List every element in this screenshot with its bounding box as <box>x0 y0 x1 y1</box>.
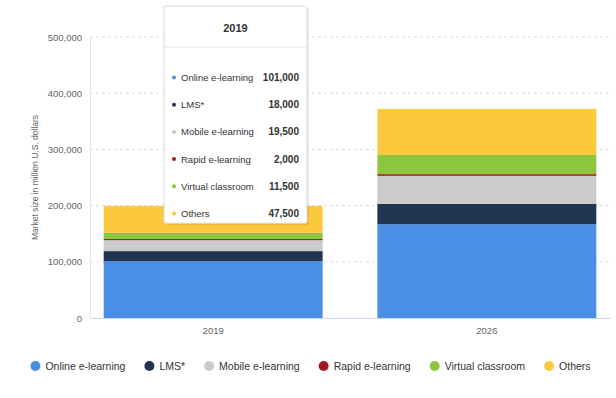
y-tick-label: 400,000 <box>48 88 82 99</box>
tooltip: 2019 Online e-learning 101,000 LMS* 18,000 Mo… <box>164 6 309 225</box>
y-tick: 400,000 <box>48 88 90 99</box>
legend-symbol <box>430 361 440 371</box>
legend-symbol <box>544 361 554 371</box>
legend-symbol <box>30 361 40 371</box>
tooltip-symbol <box>172 76 176 80</box>
bar[interactable] <box>104 233 323 239</box>
tooltip-value: 2,000 <box>274 154 299 165</box>
bar[interactable] <box>377 224 596 318</box>
tooltip-symbol <box>172 157 176 161</box>
tooltip-value: 18,000 <box>268 99 299 110</box>
grid <box>0 0 610 262</box>
tooltip-label: Others <box>181 208 210 219</box>
legend-label: Online e-learning <box>45 360 125 372</box>
bar[interactable] <box>104 240 323 251</box>
y-tick: 500,000 <box>48 32 90 43</box>
tooltip-symbol <box>172 184 176 188</box>
legend-item[interactable]: Virtual classroom <box>430 360 526 372</box>
bar[interactable] <box>377 204 596 224</box>
tooltip-label: LMS* <box>181 99 205 110</box>
bar[interactable] <box>377 155 596 174</box>
y-axis-line <box>90 38 91 319</box>
x-tick: 2026 <box>476 318 497 336</box>
x-tick-label: 2026 <box>476 325 497 336</box>
legend: Online e-learning LMS* Mobile e-learning Ra… <box>30 360 590 372</box>
y-axis: 0 100,000 200,000 300,000 400,000 500,000 <box>48 32 91 324</box>
tooltip-title: 2019 <box>223 22 247 34</box>
legend-item[interactable]: Others <box>544 360 591 372</box>
y-tick-label: 200,000 <box>48 200 82 211</box>
y-axis-title: Market size in million U.S. dollars <box>30 115 40 240</box>
legend-symbol <box>319 361 329 371</box>
tooltip-value: 47,500 <box>268 208 299 219</box>
tooltip-divider <box>164 47 307 48</box>
legend-label: LMS* <box>159 360 185 372</box>
tooltip-value: 19,500 <box>268 126 299 137</box>
tooltip-label: Mobile e-learning <box>181 126 254 137</box>
tooltip-value: 101,000 <box>263 72 300 83</box>
tooltip-value: 11,500 <box>269 181 299 192</box>
legend-item[interactable]: Rapid e-learning <box>319 360 411 372</box>
chart: 0 100,000 200,000 300,000 400,000 500,000 Mark… <box>0 0 616 398</box>
y-tick: 100,000 <box>48 256 90 267</box>
y-tick: 200,000 <box>48 200 90 211</box>
bar[interactable] <box>377 176 596 204</box>
tooltip-symbol <box>172 212 176 216</box>
x-tick-label: 2019 <box>203 325 224 336</box>
tooltip-symbol <box>172 103 176 107</box>
tooltip-label: Online e-learning <box>181 72 253 83</box>
legend-item[interactable]: Online e-learning <box>30 360 125 372</box>
y-tick: 0 <box>77 313 90 324</box>
y-tick-label: 500,000 <box>48 32 82 43</box>
bar[interactable] <box>104 239 323 240</box>
bar[interactable] <box>377 174 596 176</box>
legend-item[interactable]: Mobile e-learning <box>204 360 300 372</box>
legend-label: Mobile e-learning <box>219 360 300 372</box>
bar[interactable] <box>377 109 596 155</box>
tooltip-box <box>164 6 307 223</box>
legend-label: Rapid e-learning <box>334 360 411 372</box>
tooltip-label: Virtual classroom <box>181 181 254 192</box>
y-tick-label: 100,000 <box>48 256 82 267</box>
legend-symbol <box>144 361 154 371</box>
legend-item[interactable]: LMS* <box>144 360 185 372</box>
tooltip-symbol <box>172 130 176 134</box>
legend-label: Virtual classroom <box>445 360 526 372</box>
x-axis-line <box>91 318 611 319</box>
tooltip-label: Rapid e-learning <box>181 154 251 165</box>
legend-symbol <box>204 361 214 371</box>
x-tick: 2019 <box>203 318 224 336</box>
y-tick-label: 300,000 <box>48 144 82 155</box>
y-tick: 300,000 <box>48 144 90 155</box>
bar[interactable] <box>104 251 323 261</box>
x-axis: 2019 2026 <box>91 318 611 336</box>
y-tick-label: 0 <box>77 313 82 324</box>
bar[interactable] <box>104 261 323 318</box>
series <box>104 224 597 318</box>
legend-label: Others <box>559 360 591 372</box>
